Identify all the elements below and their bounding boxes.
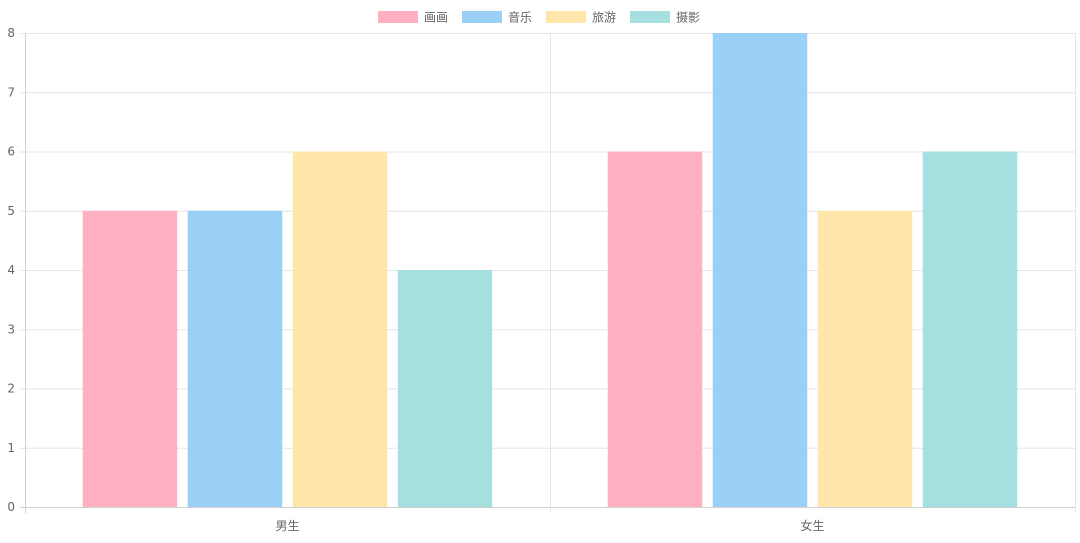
bar-3-1[interactable] — [292, 151, 388, 508]
y-tick-label: 0 — [7, 500, 15, 514]
y-tick-label: 3 — [7, 322, 15, 336]
legend: 画画 音乐 旅游 摄影 — [378, 10, 700, 25]
legend-label: 音乐 — [508, 10, 532, 25]
x-tick-label: 男生 — [275, 519, 299, 533]
legend-label: 摄影 — [676, 10, 700, 25]
legend-item-4[interactable]: 摄影 — [630, 10, 700, 25]
y-tick-label: 2 — [7, 382, 15, 396]
legend-swatch — [630, 11, 670, 23]
bar-1-1[interactable] — [82, 210, 178, 507]
y-tick-label: 8 — [7, 26, 15, 40]
y-tick-label: 7 — [7, 85, 15, 99]
legend-swatch — [462, 11, 502, 23]
y-tick-label: 4 — [7, 263, 15, 277]
legend-swatch — [546, 11, 586, 23]
bars-layer — [82, 33, 1018, 508]
y-tick-label: 6 — [7, 145, 15, 159]
bar-3-2[interactable] — [817, 210, 913, 507]
legend-label: 画画 — [424, 11, 448, 25]
bar-1-2[interactable] — [607, 151, 703, 508]
bar-2-2[interactable] — [712, 33, 808, 507]
legend-label: 旅游 — [592, 11, 616, 25]
bar-2-1[interactable] — [187, 210, 283, 507]
x-tick-label: 女生 — [800, 518, 824, 533]
y-tick-label: 5 — [7, 204, 15, 218]
legend-swatch — [378, 11, 418, 23]
legend-item-3[interactable]: 旅游 — [546, 11, 616, 25]
bar-4-1[interactable] — [397, 270, 493, 507]
y-tick-label: 1 — [7, 441, 15, 455]
legend-item-2[interactable]: 音乐 — [462, 10, 532, 25]
bar-4-2[interactable] — [922, 151, 1018, 508]
grid-layer — [20, 33, 1076, 513]
axis-layer: 0 1 2 3 4 5 6 7 8 男生 女生 — [7, 26, 824, 533]
legend-item-1[interactable]: 画画 — [378, 11, 448, 25]
